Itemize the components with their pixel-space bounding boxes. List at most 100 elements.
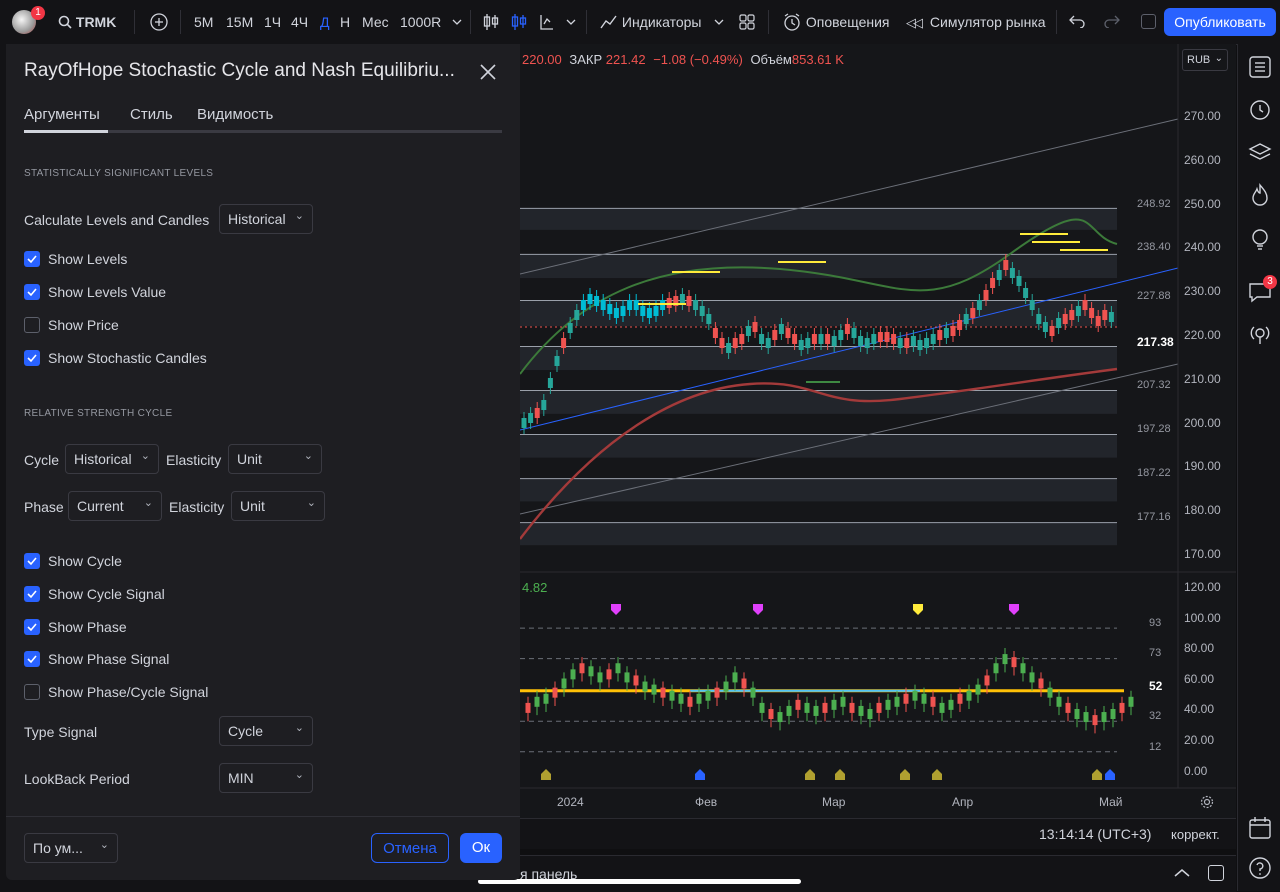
show-cycle-label[interactable]: Show Cycle [48, 553, 122, 569]
show-cycle-signal-label[interactable]: Show Cycle Signal [48, 586, 165, 602]
cycle-label: Cycle [24, 452, 60, 468]
calendar-icon[interactable] [1247, 815, 1273, 841]
fullscreen-toggle[interactable] [1141, 14, 1156, 29]
candle-body [943, 328, 949, 338]
layers-icon[interactable] [1247, 140, 1273, 166]
candles-chart-icon[interactable] [510, 12, 528, 32]
close-icon[interactable] [480, 64, 496, 80]
show-levels-checkbox[interactable] [24, 251, 40, 267]
candle-body [805, 338, 811, 348]
show-levels-value-checkbox[interactable] [24, 284, 40, 300]
interval-1h[interactable]: 1Ч [264, 14, 282, 30]
watchlist-icon[interactable] [1247, 54, 1273, 80]
interval-5m[interactable]: 5M [194, 14, 214, 30]
chevron-down-icon[interactable] [566, 18, 576, 26]
oscillator-candle-body [822, 702, 828, 713]
price-axis-label: 230.00 [1184, 284, 1221, 299]
candle-body [858, 336, 864, 346]
oscillator-axis-label: 0.00 [1184, 763, 1208, 778]
candle-body [693, 300, 699, 310]
show-phase-cycle-signal-label[interactable]: Show Phase/Cycle Signal [48, 684, 209, 700]
elasticity-select-1[interactable]: Unit ⌄ [228, 444, 322, 474]
redo-icon[interactable] [1104, 14, 1120, 28]
chevron-down-icon[interactable] [452, 18, 462, 26]
clock-label[interactable]: 13:14:14 (UTC+3) [1039, 826, 1152, 842]
interval-day[interactable]: Д [320, 14, 330, 30]
interval-week[interactable]: Н [340, 14, 351, 30]
candle-body [732, 338, 738, 348]
publish-button[interactable]: Опубликовать [1164, 8, 1276, 36]
alarm-clock-icon [784, 13, 800, 31]
tab-arguments[interactable]: Аргументы [24, 106, 100, 123]
oscillator-level-label: 73 [1149, 647, 1162, 659]
oscillator-candle-body [966, 690, 972, 701]
alerts-button[interactable]: Оповещения [782, 0, 890, 44]
elasticity-select-2[interactable]: Unit ⌄ [231, 491, 325, 521]
price-axis-label: 250.00 [1184, 196, 1221, 211]
show-levels-label[interactable]: Show Levels [48, 251, 128, 267]
candle-body [673, 296, 679, 306]
maximize-panel-icon[interactable] [1208, 865, 1224, 881]
defaults-select[interactable]: По ум... ⌄ [24, 833, 118, 863]
cycle-select[interactable]: Historical ⌄ [65, 444, 159, 474]
show-phase-cycle-signal-checkbox[interactable] [24, 684, 40, 700]
broadcast-icon[interactable] [1247, 321, 1273, 347]
alarm-clock-icon[interactable] [1247, 96, 1273, 122]
calc-levels-label: Calculate Levels and Candles [24, 212, 210, 228]
chevron-down-icon[interactable] [714, 18, 724, 26]
show-cycle-checkbox[interactable] [24, 553, 40, 569]
lookback-select[interactable]: MIN ⌄ [219, 763, 313, 793]
candle-body [930, 334, 936, 344]
close-label: ЗАКР [569, 52, 603, 67]
show-levels-value-label[interactable]: Show Levels Value [48, 284, 167, 300]
candle-body [877, 332, 883, 342]
currency-select[interactable]: RUB ⌄ [1182, 49, 1228, 71]
settings-gear-icon[interactable] [1200, 795, 1214, 809]
show-phase-checkbox[interactable] [24, 619, 40, 635]
heikin-chart-icon[interactable] [538, 12, 556, 32]
show-phase-signal-checkbox[interactable] [24, 651, 40, 667]
tab-style[interactable]: Стиль [130, 106, 173, 123]
candle-body [620, 306, 626, 316]
notification-badge: 1 [31, 6, 45, 20]
interval-month[interactable]: Мес [362, 14, 389, 30]
oscillator-candle-body [975, 684, 981, 695]
show-phase-signal-label[interactable]: Show Phase Signal [48, 651, 170, 667]
layout-grid-icon[interactable] [739, 14, 755, 30]
undo-icon[interactable] [1069, 14, 1085, 28]
oscillator-candle-body [570, 669, 576, 680]
show-stochastic-candles-checkbox[interactable] [24, 350, 40, 366]
chart-pane[interactable]: 220.00 ЗАКР 221.42 −1.08 (−0.49%) Объём8… [520, 44, 1236, 824]
symbol-search[interactable]: TRMK [58, 0, 116, 44]
oscillator-candle-body [525, 702, 531, 713]
interval-range[interactable]: 1000R [400, 14, 442, 30]
oscillator-candle-body [1074, 709, 1080, 719]
ok-button[interactable]: Ок [460, 833, 502, 863]
interval-15m[interactable]: 15M [226, 14, 254, 30]
bars-chart-icon[interactable] [482, 12, 500, 32]
cancel-button[interactable]: Отмена [371, 833, 449, 863]
adjust-label[interactable]: коррект. [1171, 827, 1220, 842]
show-price-label[interactable]: Show Price [48, 317, 119, 333]
add-symbol-icon[interactable] [150, 13, 168, 31]
dialog-footer-divider [6, 816, 520, 817]
panel-label[interactable]: я панель [520, 866, 578, 882]
help-icon[interactable] [1247, 855, 1273, 881]
show-phase-label[interactable]: Show Phase [48, 619, 127, 635]
calc-levels-select[interactable]: Historical ⌄ [219, 204, 313, 234]
phase-select[interactable]: Current ⌄ [68, 491, 162, 521]
tab-visibility[interactable]: Видимость [197, 106, 274, 123]
lightbulb-icon[interactable] [1247, 226, 1273, 252]
indicators-button[interactable]: Индикаторы [600, 0, 701, 44]
interval-4h[interactable]: 4Ч [291, 14, 309, 30]
show-stochastic-candles-label[interactable]: Show Stochastic Candles [48, 350, 207, 366]
signal-marker-bottom [932, 769, 942, 780]
price-chart[interactable] [520, 44, 1236, 824]
type-signal-select[interactable]: Cycle ⌄ [219, 716, 313, 746]
elasticity-value-2: Unit [240, 498, 265, 514]
simulator-button[interactable]: ◁◁ Симулятор рынка [906, 0, 1046, 44]
show-price-checkbox[interactable] [24, 317, 40, 333]
flame-icon[interactable] [1247, 182, 1273, 208]
chevron-up-icon[interactable] [1174, 868, 1190, 878]
show-cycle-signal-checkbox[interactable] [24, 586, 40, 602]
